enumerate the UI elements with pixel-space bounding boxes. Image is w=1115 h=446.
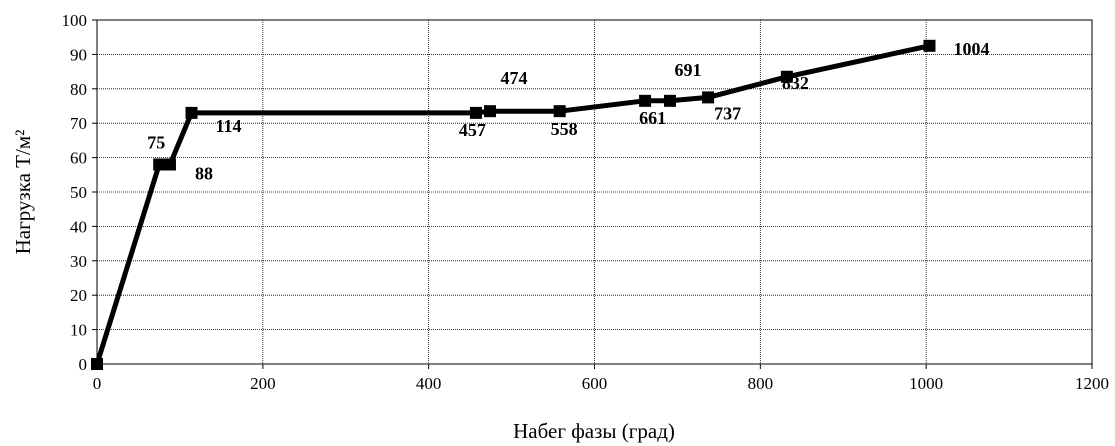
x-tick-label: 1200 <box>1075 374 1109 393</box>
data-label: 691 <box>674 60 701 80</box>
data-point-marker <box>185 106 198 119</box>
y-tick-label: 60 <box>70 149 87 168</box>
x-tick-label: 400 <box>416 374 442 393</box>
data-label: 661 <box>639 108 666 128</box>
x-tick-label: 600 <box>582 374 608 393</box>
y-axis-ticks: 0 10 20 30 40 50 60 70 80 90 100 <box>62 11 97 374</box>
data-label: 1004 <box>953 39 989 59</box>
y-tick-label: 0 <box>79 355 88 374</box>
data-point-marker <box>469 106 482 119</box>
y-tick-label: 20 <box>70 286 87 305</box>
y-tick-label: 70 <box>70 114 87 133</box>
data-labels: 75 88 114 457 474 558 661 691 737 832 1004 <box>147 39 989 184</box>
y-tick-label: 30 <box>70 252 87 271</box>
x-tick-label: 200 <box>250 374 276 393</box>
data-label: 457 <box>459 120 486 140</box>
series-group <box>91 39 936 370</box>
x-axis-title: Набег фазы (град) <box>513 419 675 443</box>
data-point-marker <box>639 94 652 107</box>
y-tick-label: 50 <box>70 183 87 202</box>
y-tick-label: 80 <box>70 80 87 99</box>
data-point-marker <box>153 158 166 171</box>
x-tick-label: 1000 <box>909 374 943 393</box>
y-tick-label: 10 <box>70 321 87 340</box>
data-point-marker <box>553 105 566 118</box>
y-tick-label: 100 <box>62 11 88 30</box>
y-axis-title: Нагрузка Т/м² <box>11 130 35 255</box>
data-label: 75 <box>147 132 165 152</box>
data-point-marker <box>780 70 793 83</box>
data-point-marker <box>484 105 497 118</box>
data-point-marker <box>91 358 103 370</box>
data-label: 558 <box>551 119 578 139</box>
data-label: 737 <box>714 103 741 123</box>
data-label: 88 <box>195 163 213 183</box>
data-point-marker <box>923 39 936 52</box>
data-point-marker <box>702 91 715 104</box>
y-tick-label: 90 <box>70 45 87 64</box>
data-point-marker <box>163 158 176 171</box>
data-label: 114 <box>216 116 242 136</box>
x-tick-label: 800 <box>748 374 774 393</box>
grid-lines <box>97 20 1092 364</box>
data-point-marker <box>663 94 676 107</box>
x-axis-ticks: 0 200 400 600 800 1000 1200 <box>93 364 1109 393</box>
data-label: 474 <box>501 68 528 88</box>
data-label: 832 <box>782 73 809 93</box>
x-tick-label: 0 <box>93 374 102 393</box>
y-tick-label: 40 <box>70 217 87 236</box>
